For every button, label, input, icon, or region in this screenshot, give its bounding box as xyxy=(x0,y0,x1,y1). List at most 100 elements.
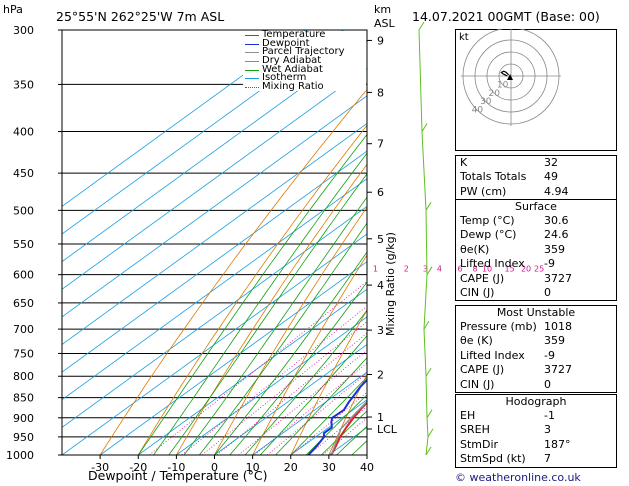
wet-adiabat-line xyxy=(153,152,367,455)
table-row: SREH 3 xyxy=(456,423,616,437)
temp-tick-label: -20 xyxy=(129,461,147,474)
row-label: SREH xyxy=(460,423,490,437)
temp-tick-label: 40 xyxy=(360,461,374,474)
legend-swatch xyxy=(245,34,259,36)
dry-adiabat-line xyxy=(290,309,367,455)
legend-item: Dry Adiabat xyxy=(243,56,366,66)
altitude-tick-label: LCL xyxy=(377,423,398,436)
mixing-ratio-line xyxy=(148,280,367,455)
row-label: CIN (J) xyxy=(460,377,495,391)
pressure-tick-label: 950 xyxy=(13,431,34,444)
table-header: Most Unstable xyxy=(496,306,576,319)
mixing-ratio-label: 2 xyxy=(404,265,409,274)
wet-adiabat-line xyxy=(229,281,367,455)
pressure-tick-label: 850 xyxy=(13,392,34,405)
location-title: 25°55'N 262°25'W 7m ASL xyxy=(56,9,225,24)
hodograph-ring-label: 10 xyxy=(497,80,509,90)
indices-table: K 32 Totals Totals 49 PW (cm) 4.94 xyxy=(455,155,617,201)
wet-adiabat-line xyxy=(244,309,367,455)
wind-barb xyxy=(427,428,434,438)
dry-adiabat-line xyxy=(214,206,367,455)
wind-barb xyxy=(425,446,432,456)
row-value: -9 xyxy=(544,348,555,362)
altitude-tick-label: 8 xyxy=(377,86,384,99)
asl-unit-label: ASL xyxy=(374,17,395,30)
altitude-tick-label: 3 xyxy=(377,324,384,337)
temp-tick-label: -30 xyxy=(91,461,109,474)
pressure-tick-label: 1000 xyxy=(6,449,34,462)
wet-adiabat-line xyxy=(198,222,367,455)
wind-barb xyxy=(425,202,432,211)
mixing-ratio-axis-label: Mixing Ratio (g/kg) xyxy=(384,232,397,336)
pressure-tick-label: 600 xyxy=(13,269,34,282)
row-label: Lifted Index xyxy=(460,257,525,271)
pressure-tick-label: 450 xyxy=(13,167,34,180)
dry-adiabat-line xyxy=(176,163,367,455)
row-value: 30.6 xyxy=(544,214,569,227)
hodograph-trace xyxy=(500,70,510,77)
mixing-ratio-label: 25 xyxy=(534,265,544,274)
temp-tick-label: 20 xyxy=(284,461,298,474)
legend-item: Temperature xyxy=(243,30,366,40)
row-value: 3727 xyxy=(544,271,572,285)
dewpoint-line xyxy=(307,343,367,455)
hodograph-ring-label: 30 xyxy=(480,97,492,107)
table-row: PW (cm) 4.94 xyxy=(456,185,616,199)
wet-adiabat-line xyxy=(137,133,367,455)
pressure-tick-label: 750 xyxy=(13,347,34,360)
legend-label: Wet Adiabat xyxy=(262,63,323,75)
table-row: CAPE (J) 3727 xyxy=(456,363,616,377)
table-header: Hodograph xyxy=(505,395,567,408)
isotherm-line xyxy=(62,40,367,263)
wind-barb xyxy=(423,320,430,330)
altitude-tick-label: 7 xyxy=(377,138,384,151)
pressure-tick-label: 550 xyxy=(13,238,34,251)
table-row: Temp (°C) 30.6 xyxy=(456,214,616,228)
row-label: StmSpd (kt) xyxy=(460,452,526,466)
legend-swatch xyxy=(245,43,259,45)
table-row: CIN (J) 0 xyxy=(456,286,616,300)
row-label: PW (cm) xyxy=(460,184,507,198)
row-label: CIN (J) xyxy=(460,286,495,300)
storm-motion-marker xyxy=(507,74,513,80)
legend-item: Mixing Ratio xyxy=(243,82,366,92)
row-value: 4.94 xyxy=(544,184,569,198)
isotherm-line xyxy=(62,122,367,345)
altitude-tick-label: 6 xyxy=(377,186,384,199)
mixing-ratio-label: 10 xyxy=(482,265,492,274)
temp-tick-label: -10 xyxy=(167,461,185,474)
row-value: 187° xyxy=(544,437,571,451)
table-row: Dewp (°C) 24.6 xyxy=(456,228,616,242)
temp-tick-label: 0 xyxy=(211,461,218,474)
table-row: Lifted Index -9 xyxy=(456,257,616,271)
legend-label: Dewpoint xyxy=(262,37,310,49)
dry-adiabat-line xyxy=(137,124,367,455)
row-label: θe (K) xyxy=(460,334,493,348)
row-label: CAPE (J) xyxy=(460,363,505,377)
wind-barb xyxy=(418,21,425,31)
table-row: StmDir 187° xyxy=(456,438,616,452)
pressure-tick-label: 400 xyxy=(13,126,34,139)
legend-swatch xyxy=(245,86,259,88)
row-label: StmDir xyxy=(460,437,499,451)
legend-item: Wet Adiabat xyxy=(243,63,366,75)
isotherm-line xyxy=(62,30,306,207)
wind-barb xyxy=(421,123,428,132)
chart-legend: Temperature Dewpoint Parcel Trajectory Dry … xyxy=(243,30,366,92)
row-value: 32 xyxy=(544,156,558,169)
row-label: K xyxy=(460,156,468,169)
table-row: CAPE (J) 3727 xyxy=(456,272,616,286)
table-row: K 32 xyxy=(456,156,616,170)
wind-barb xyxy=(426,409,433,419)
hodograph-unit-label: kt xyxy=(459,32,469,43)
legend-label: Parcel Trajectory xyxy=(262,46,345,58)
isotherm-line xyxy=(252,371,367,455)
table-row: Totals Totals 49 xyxy=(456,170,616,184)
mixing-ratio-label: 3 xyxy=(423,265,428,274)
row-value: 7 xyxy=(544,452,551,466)
pressure-tick-label: 350 xyxy=(13,78,34,91)
isotherm-line xyxy=(214,343,367,455)
isotherm-line xyxy=(62,67,367,290)
legend-swatch xyxy=(245,52,259,54)
